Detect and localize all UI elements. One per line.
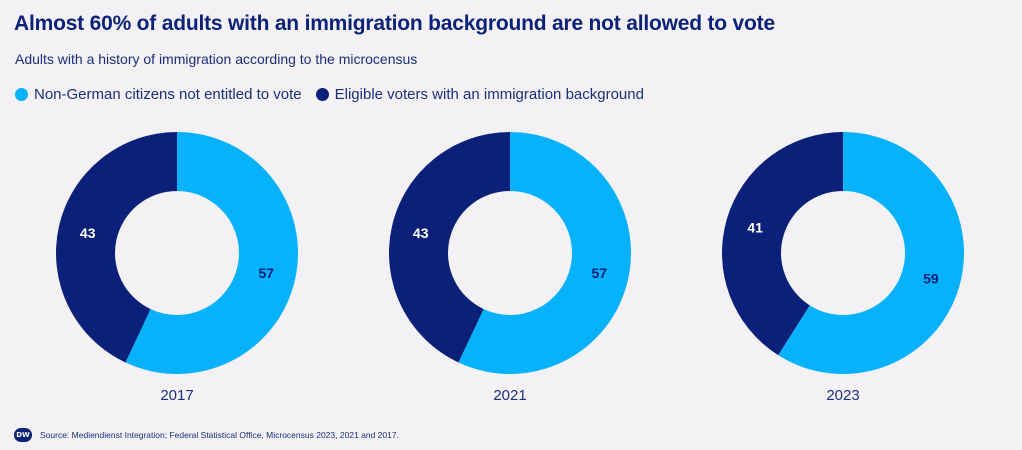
donut-2023-slice-non-german (778, 132, 964, 374)
donut-year-label-2021: 2021 (493, 387, 526, 404)
donut-2017-value-label-non-german: 57 (259, 265, 275, 281)
donut-year-label-2023: 2023 (826, 387, 859, 404)
legend-item-non-german: Non-German citizens not entitled to vote (15, 86, 302, 103)
donut-2021-slice-eligible (389, 132, 510, 363)
donut-year-label-2017: 2017 (160, 387, 193, 404)
legend-swatch-eligible (315, 88, 329, 101)
legend-label-non-german: Non-German citizens not entitled to vote (34, 86, 302, 103)
donut-2021-value-label-non-german: 57 (592, 265, 608, 281)
chart-title: Almost 60% of adults with an immigration… (14, 12, 775, 35)
source-footer: DW Source: Mediendienst Integration; Fed… (14, 428, 399, 442)
donut-2017-value-label-eligible: 43 (80, 225, 96, 241)
donut-2017-slice-non-german (125, 132, 299, 374)
donut-2021-slice-non-german (458, 132, 631, 374)
donut-2023-value-label-eligible: 41 (747, 219, 763, 235)
dw-logo: DW (14, 428, 32, 442)
legend-swatch-non-german (15, 88, 28, 101)
legend-item-eligible: Eligible voters with an immigration back… (315, 86, 644, 103)
donut-2023-value-label-non-german: 59 (923, 271, 939, 287)
donut-2023-slice-eligible (721, 132, 843, 356)
chart-subtitle: Adults with a history of immigration acc… (15, 51, 418, 67)
legend-label-eligible: Eligible voters with an immigration back… (334, 86, 644, 103)
donut-2017-slice-eligible (56, 132, 178, 363)
donut-2021-value-label-eligible: 43 (413, 225, 429, 241)
source-text: Source: Mediendienst Integration; Federa… (40, 430, 399, 440)
legend: Non-German citizens not entitled to vote… (15, 86, 658, 103)
